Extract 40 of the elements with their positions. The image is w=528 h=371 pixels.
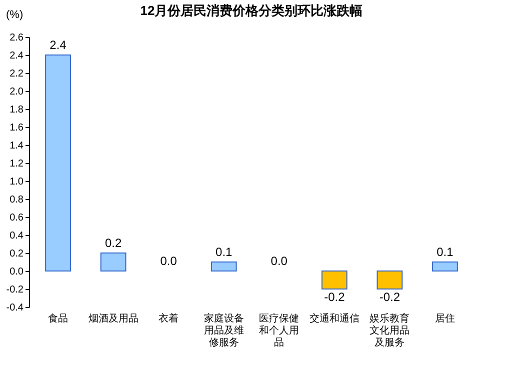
chart-title: 12月份居民消费价格分类别环比涨跌幅 [140, 3, 363, 18]
x-tick-label: 食品 [48, 312, 68, 324]
y-tick-label: -0.4 [6, 302, 24, 314]
y-tick-label: 0.8 [10, 194, 24, 206]
y-tick-label: 0.4 [10, 230, 24, 242]
y-tick-label: 1.6 [10, 122, 24, 134]
data-label: -0.2 [324, 290, 346, 304]
bar [321, 270, 348, 290]
bar [432, 262, 458, 272]
x-tick-label: 衣着 [158, 312, 179, 324]
data-label: 0.1 [436, 245, 454, 259]
data-label: 0.1 [216, 245, 233, 259]
x-tick-label: 家庭设备用品及维修服务 [204, 312, 244, 348]
data-label: -0.2 [379, 290, 400, 304]
y-tick-label: 2.4 [10, 50, 24, 62]
bar [100, 252, 126, 272]
x-tick-label: 医疗保健和个人用品 [259, 312, 300, 348]
bar [210, 262, 237, 272]
x-tick-label: 娱乐教育文化用品及服务 [370, 312, 410, 348]
x-tick-label: 烟酒及用品 [88, 312, 138, 324]
y-tick-label: 1.0 [10, 176, 24, 188]
y-tick-label: 0.2 [10, 248, 24, 260]
data-label: 0.2 [104, 236, 122, 250]
data-label: 0.0 [160, 254, 178, 268]
y-tick-label: 1.4 [10, 140, 24, 152]
data-label: 0.0 [270, 254, 288, 268]
bar [45, 54, 71, 272]
y-tick-label: 2.6 [10, 32, 24, 44]
y-tick-label: 0.6 [10, 212, 24, 224]
bar [376, 270, 403, 290]
y-tick-label: 0.0 [10, 266, 24, 278]
x-tick-label: 居住 [434, 314, 455, 324]
data-label: 2.4 [50, 38, 67, 52]
y-tick-label: 1.8 [10, 104, 24, 116]
y-tick-label: 1.2 [10, 158, 24, 170]
y-axis-title: (%) [6, 9, 24, 21]
x-tick-label: 交通和通信 [309, 312, 360, 324]
y-tick-label: -0.2 [6, 284, 24, 296]
y-tick-label: 2.0 [10, 86, 24, 98]
y-tick-label: 2.2 [10, 68, 24, 80]
